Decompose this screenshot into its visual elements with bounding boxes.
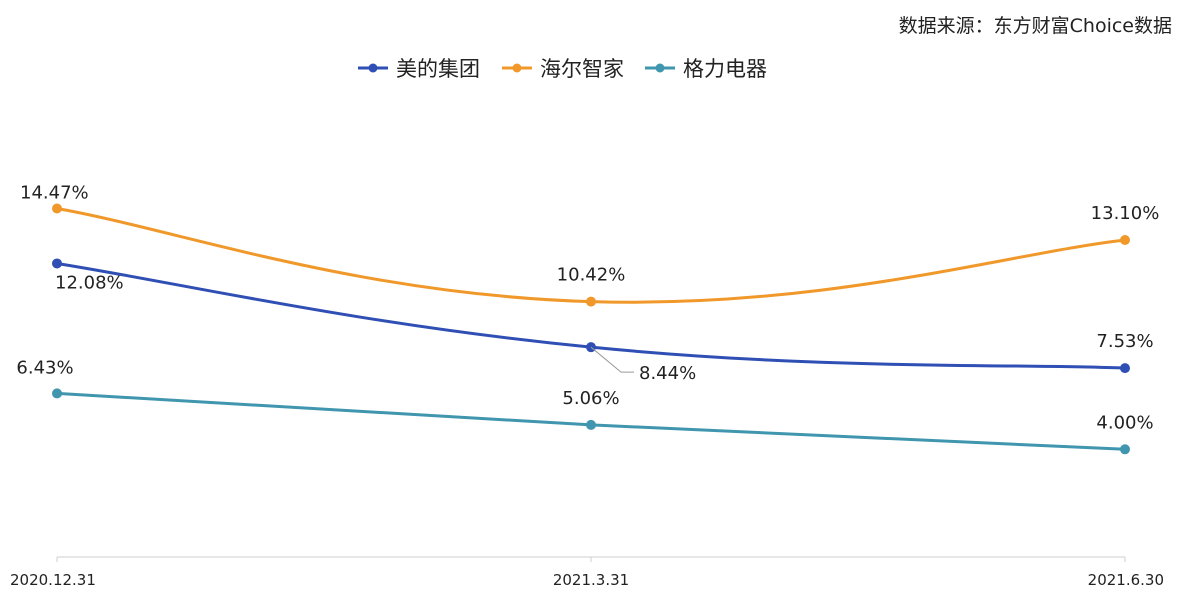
data-point: [52, 258, 62, 269]
legend-label: 美的集团: [396, 57, 480, 81]
legend-label: 格力电器: [683, 57, 767, 81]
data-point: [1120, 363, 1130, 374]
data-label: 8.44%: [639, 363, 696, 384]
data-label: 13.10%: [1091, 203, 1160, 224]
x-tick-label: 2020.12.31: [10, 571, 96, 589]
data-point: [1120, 444, 1130, 455]
data-label: 10.42%: [557, 265, 626, 286]
legend: 美的集团 海尔智家 格力电器: [358, 57, 767, 81]
legend-marker: [655, 63, 665, 73]
data-point: [52, 388, 62, 399]
data-label: 6.43%: [16, 357, 73, 378]
data-label: 7.53%: [1096, 331, 1153, 352]
data-point: [586, 419, 596, 430]
x-tick-label: 2021.3.31: [553, 571, 629, 589]
data-point: [1120, 235, 1130, 245]
legend-marker: [512, 63, 522, 73]
data-point: [52, 203, 62, 214]
data-label: 14.47%: [20, 182, 89, 203]
label-leader-line: [590, 346, 634, 373]
legend-label: 海尔智家: [540, 57, 624, 81]
x-tick-label: 2021.6.30: [1088, 571, 1164, 589]
data-labels: 12.08% 8.44% 7.53% 14.47% 10.42% 13.10% 6.43% 5…: [16, 182, 1159, 433]
data-label: 4.00%: [1096, 412, 1153, 433]
series-line: [55, 206, 1127, 304]
x-axis: 2020.12.31 2021.3.31 2021.6.30: [10, 556, 1164, 589]
data-label: 12.08%: [55, 272, 124, 293]
source-note: 数据来源：东方财富Choice数据: [899, 15, 1172, 37]
data-point: [586, 296, 596, 307]
data-label: 5.06%: [562, 388, 619, 409]
legend-marker: [368, 63, 378, 73]
series-group: [52, 203, 1130, 455]
